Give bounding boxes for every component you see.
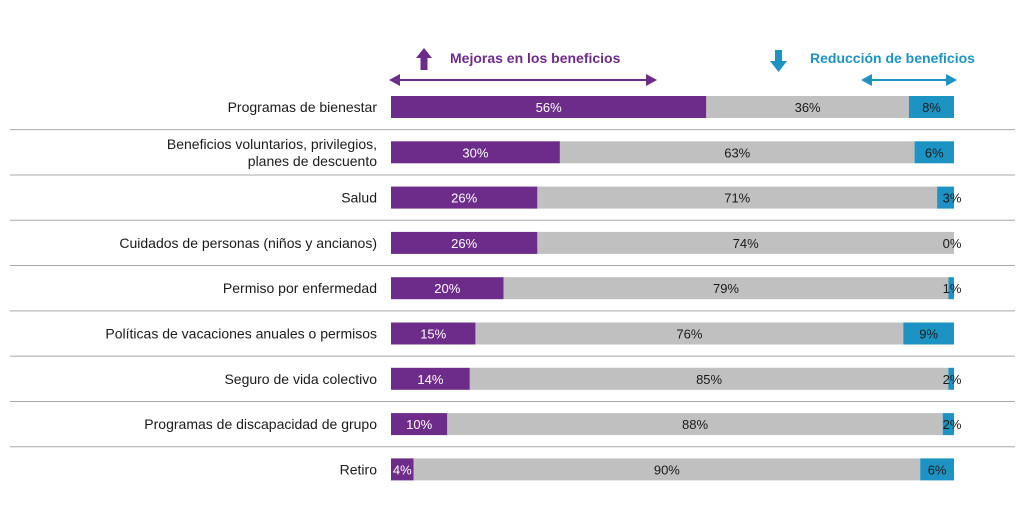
data-label: 0%: [943, 236, 962, 251]
bar-segment: [391, 322, 476, 345]
row-separators: [10, 129, 1015, 448]
data-label: 90%: [654, 462, 680, 477]
data-label: 56%: [536, 100, 562, 115]
bar-segment: [706, 96, 909, 118]
data-label: 1%: [943, 281, 962, 296]
data-label: 10%: [406, 417, 432, 432]
bar-segment: [475, 322, 904, 345]
category-label-line: Programas de bienestar: [228, 99, 378, 115]
data-label: 26%: [451, 236, 477, 251]
data-label: 2%: [943, 372, 962, 387]
data-label: 15%: [420, 327, 446, 342]
bar-segment: [503, 277, 949, 300]
data-label: 63%: [724, 145, 750, 160]
data-label: 6%: [928, 462, 947, 477]
category-label-line: Permiso por enfermedad: [223, 280, 377, 296]
data-label: 85%: [696, 372, 722, 387]
category-label-line: Políticas de vacaciones anuales o permis…: [105, 326, 377, 342]
data-label: 6%: [925, 145, 944, 160]
legend-improve: Mejoras en los beneficios: [389, 48, 657, 86]
bar-segment: [391, 367, 470, 390]
bar-segment: [469, 367, 949, 390]
category-label: Políticas de vacaciones anuales o permis…: [105, 326, 377, 342]
bar-segment: [391, 277, 504, 300]
category-label: Cuidados de personas (niños y ancianos): [119, 235, 377, 251]
legend-improve-label: Mejoras en los beneficios: [450, 50, 621, 66]
data-label: 8%: [922, 100, 941, 115]
category-label-line: planes de descuento: [248, 153, 377, 169]
legend-reduce-label: Reducción de beneficios: [810, 50, 975, 66]
bar-segment: [391, 186, 538, 209]
bar-segment: [391, 231, 538, 254]
bar-segment: [948, 367, 954, 390]
data-label: 88%: [682, 417, 708, 432]
category-labels: Programas de bienestar Beneficios volunta…: [105, 99, 377, 477]
legend-reduce-range-arrow-icon: [861, 74, 957, 86]
category-label: Seguro de vida colectivo: [224, 371, 377, 387]
category-label: Permiso por enfermedad: [223, 280, 377, 296]
bar-segment: [942, 413, 954, 436]
bar-segment: [391, 413, 448, 436]
data-label: 14%: [417, 372, 443, 387]
bar-segment: [948, 277, 954, 300]
legend-reduce: Reducción de beneficios: [770, 50, 975, 86]
data-label: 71%: [724, 191, 750, 206]
data-label: 30%: [462, 145, 488, 160]
bar-segment: [908, 96, 954, 118]
bars: 56% 36% 8% 30% 63% 6% 26% 71% 3% 26% 74% 0% 20% 79% 1%…: [391, 96, 962, 481]
category-label-line: Cuidados de personas (niños y ancianos): [119, 235, 377, 251]
category-label: Programas de bienestar: [228, 99, 378, 115]
bar-segment: [920, 458, 954, 481]
category-label: Retiro: [340, 461, 378, 477]
data-label: 20%: [434, 281, 460, 296]
legend-reduce-down-arrow-icon: [770, 50, 787, 72]
bar-segment: [413, 458, 921, 481]
data-label: 4%: [393, 462, 412, 477]
data-label: 76%: [676, 327, 702, 342]
category-label-line: Programas de discapacidad de grupo: [144, 416, 377, 432]
category-label: Programas de discapacidad de grupo: [144, 416, 377, 432]
bar-segment: [914, 141, 954, 164]
bar-segment: [903, 322, 954, 345]
bar-segment: [447, 413, 943, 436]
bar-segment: [391, 458, 414, 481]
data-label: 79%: [713, 281, 739, 296]
data-label: 74%: [733, 236, 759, 251]
category-label-line: Salud: [341, 190, 377, 206]
data-label: 26%: [451, 191, 477, 206]
category-label: Salud: [341, 190, 377, 206]
data-label: 3%: [943, 191, 962, 206]
category-label: Beneficios voluntarios, privilegios, plan…: [167, 136, 377, 169]
bar-segment: [391, 96, 707, 118]
bar-segment: [559, 141, 915, 164]
bar-segment: [391, 141, 560, 164]
bar-segment: [537, 186, 938, 209]
bar-segment: [937, 186, 954, 209]
category-label-line: Retiro: [340, 461, 378, 477]
bar-segment: [537, 231, 954, 254]
legend-improve-up-arrow-icon: [416, 48, 432, 70]
category-label-line: Seguro de vida colectivo: [224, 371, 377, 387]
legend-improve-range-arrow-icon: [389, 74, 657, 86]
data-label: 2%: [943, 417, 962, 432]
data-label: 9%: [919, 327, 938, 342]
data-label: 36%: [795, 100, 821, 115]
category-label-line: Beneficios voluntarios, privilegios,: [167, 136, 377, 152]
